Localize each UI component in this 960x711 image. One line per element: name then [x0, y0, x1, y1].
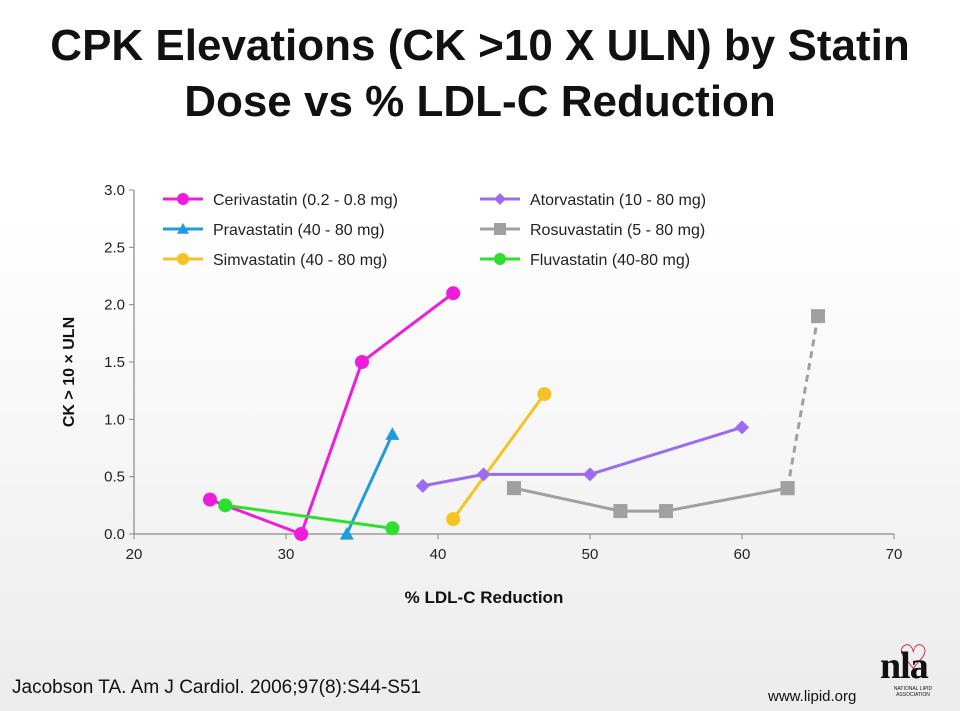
- data-point: [811, 309, 825, 324]
- data-point: [203, 492, 217, 507]
- legend-swatch-marker: [177, 223, 189, 234]
- series-line: [786, 315, 820, 489]
- logo-subtext: NATIONAL LIPID ASSOCIATION: [893, 686, 933, 698]
- slide-title: CPK Elevations (CK >10 X ULN) by Statin …: [0, 18, 960, 130]
- data-point: [385, 427, 400, 440]
- data-point: [537, 387, 552, 402]
- data-point: [446, 512, 461, 527]
- series-line: [513, 486, 788, 513]
- y-tick-label: 2.5: [104, 239, 125, 256]
- x-tick-label: 70: [886, 546, 903, 563]
- y-tick-label: 3.0: [104, 182, 125, 199]
- x-tick-label: 50: [582, 546, 599, 563]
- logo-text: nla: [880, 645, 929, 687]
- legend-label: Rosuvastatin (5 - 80 mg): [530, 222, 705, 239]
- y-tick-label: 1.5: [104, 354, 125, 371]
- data-point: [780, 481, 795, 496]
- series-line: [451, 393, 546, 520]
- data-point: [218, 498, 233, 513]
- legend-swatch-marker: [494, 193, 506, 205]
- data-point: [476, 467, 491, 482]
- legend-label: Atorvastatin (10 - 80 mg): [530, 192, 706, 209]
- x-tick-label: 40: [430, 546, 447, 563]
- y-tick-label: 0.0: [104, 526, 125, 543]
- legend-swatch-marker: [177, 193, 189, 205]
- website-link[interactable]: www.lipid.org: [768, 688, 857, 705]
- data-point: [446, 286, 461, 301]
- series-line: [209, 292, 455, 536]
- y-tick-label: 2.0: [104, 297, 125, 314]
- y-axis-label: CK > 10 × ULN: [61, 317, 78, 427]
- nla-logo: ♡ nla NATIONAL LIPID ASSOCIATION: [876, 638, 948, 704]
- legend-label: Pravastatin (40 - 80 mg): [213, 222, 385, 239]
- data-point: [339, 527, 354, 540]
- legend-label: Fluvastatin (40-80 mg): [530, 252, 690, 269]
- citation: Jacobson TA. Am J Cardiol. 2006;97(8):S4…: [12, 677, 422, 698]
- series-line: [345, 433, 394, 535]
- data-point: [613, 504, 628, 519]
- series-line: [224, 503, 393, 530]
- y-tick-label: 1.0: [104, 411, 125, 428]
- y-tick-label: 0.5: [104, 469, 125, 486]
- x-tick-label: 30: [278, 546, 295, 563]
- title-line-2: Dose vs % LDL-C Reduction: [184, 77, 776, 126]
- x-axis-label: % LDL-C Reduction: [405, 588, 564, 607]
- legend-label: Simvastatin (40 - 80 mg): [213, 252, 387, 269]
- data-point: [415, 478, 430, 493]
- heart-icon: ♡: [898, 639, 929, 677]
- data-point: [583, 467, 597, 482]
- legend-label: Cerivastatin (0.2 - 0.8 mg): [213, 192, 398, 209]
- data-point: [507, 481, 521, 496]
- series-line: [422, 425, 743, 488]
- data-point: [294, 527, 309, 541]
- data-point: [385, 521, 400, 536]
- legend-swatch-marker: [177, 253, 189, 265]
- data-point: [355, 355, 369, 369]
- legend-swatch-marker: [494, 253, 506, 265]
- data-point: [659, 504, 673, 519]
- x-tick-label: 60: [734, 546, 751, 563]
- legend-swatch-marker: [494, 223, 506, 235]
- data-point: [735, 420, 749, 435]
- x-tick-label: 20: [126, 546, 143, 563]
- title-line-1: CPK Elevations (CK >10 X ULN) by Statin: [50, 21, 910, 70]
